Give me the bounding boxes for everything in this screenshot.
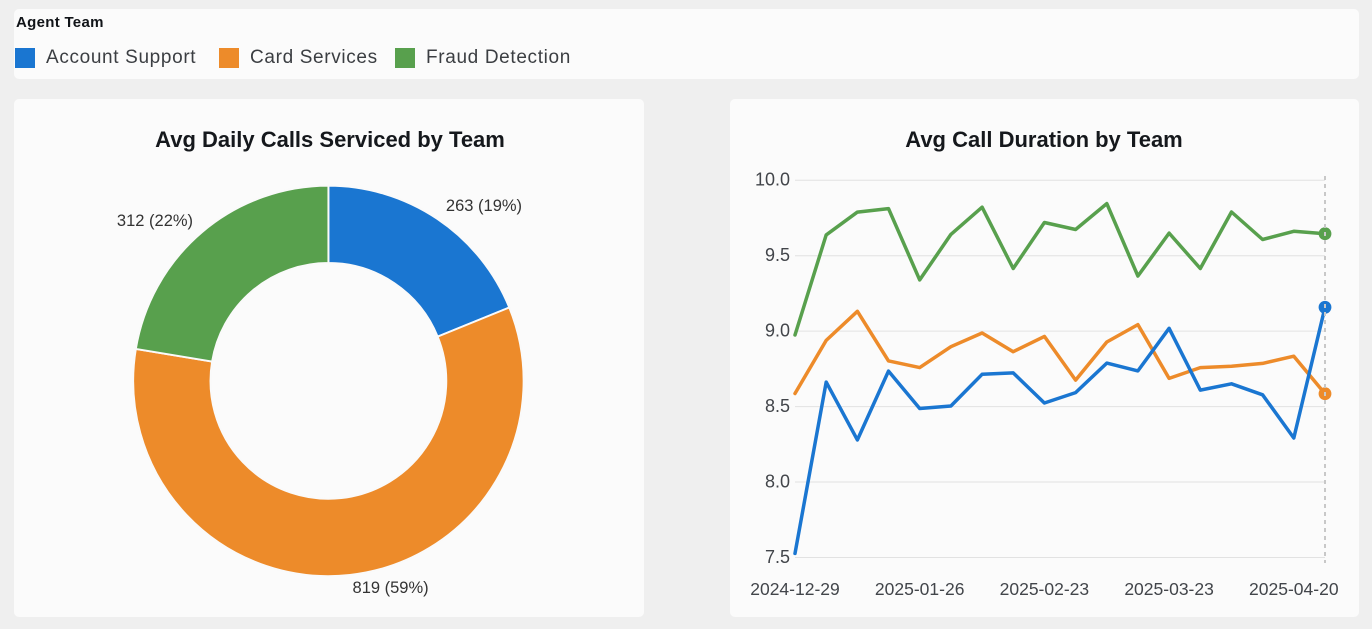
svg-text:10.0: 10.0 [755, 170, 790, 190]
svg-text:819 (59%): 819 (59%) [353, 579, 429, 597]
svg-text:Avg Call Duration by Team: Avg Call Duration by Team [905, 127, 1183, 152]
svg-text:312 (22%): 312 (22%) [117, 212, 193, 230]
svg-text:8.5: 8.5 [765, 396, 790, 416]
svg-text:2025-02-23: 2025-02-23 [1000, 579, 1090, 599]
svg-text:263 (19%): 263 (19%) [446, 197, 522, 215]
svg-text:7.5: 7.5 [765, 547, 790, 567]
svg-text:2024-12-29: 2024-12-29 [750, 579, 840, 599]
svg-text:9.5: 9.5 [765, 245, 790, 265]
svg-text:2025-04-20: 2025-04-20 [1249, 579, 1339, 599]
svg-text:Avg Daily Calls Serviced by Te: Avg Daily Calls Serviced by Team [155, 127, 505, 152]
svg-text:2025-03-23: 2025-03-23 [1124, 579, 1214, 599]
svg-text:8.0: 8.0 [765, 471, 790, 491]
svg-text:2025-01-26: 2025-01-26 [875, 579, 965, 599]
svg-text:9.0: 9.0 [765, 320, 790, 340]
